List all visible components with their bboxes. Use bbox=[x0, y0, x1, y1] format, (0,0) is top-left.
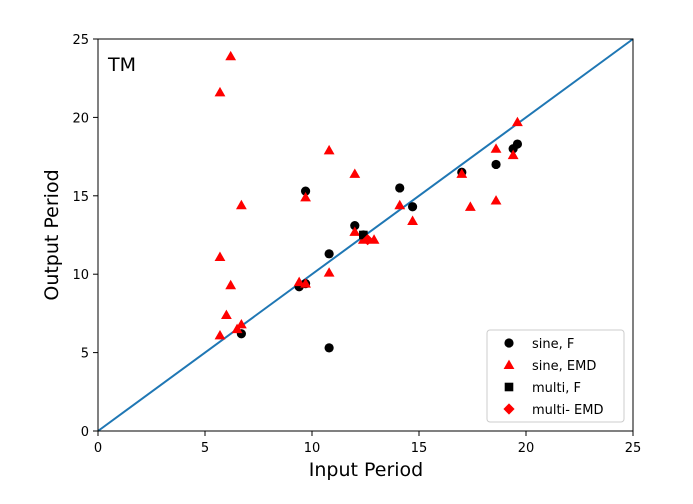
point-triangle-1-2 bbox=[235, 199, 247, 210]
point-triangle-1-15 bbox=[349, 226, 361, 236]
legend-box bbox=[486, 329, 625, 423]
plot-frame bbox=[97, 38, 634, 432]
point-triangle-1-3 bbox=[214, 251, 226, 262]
chart-annotation: TM bbox=[107, 54, 136, 76]
point-triangle-1-14 bbox=[349, 168, 361, 178]
legend-marker-square bbox=[504, 382, 514, 392]
point-triangle-1-6 bbox=[214, 329, 226, 340]
point-circle-0-3 bbox=[300, 186, 311, 196]
x-tick-label: 15 bbox=[411, 441, 428, 456]
x-axis-label: Input Period bbox=[309, 459, 423, 481]
point-triangle-1-0 bbox=[214, 86, 226, 97]
point-triangle-1-24 bbox=[507, 149, 519, 160]
point-triangle-1-21 bbox=[464, 201, 476, 211]
point-triangle-1-23 bbox=[490, 195, 502, 205]
point-square-2-0 bbox=[359, 230, 368, 240]
y-tick-label: 25 bbox=[72, 33, 89, 48]
legend-label: sine, F bbox=[532, 337, 574, 352]
point-triangle-1-11 bbox=[300, 191, 311, 202]
legend-marker-circle bbox=[504, 338, 514, 348]
x-tick-label: 20 bbox=[518, 441, 535, 456]
legend-label: multi- EMD bbox=[532, 403, 604, 418]
point-triangle-1-5 bbox=[221, 309, 232, 320]
y-tick-label: 10 bbox=[72, 268, 89, 283]
point-triangle-1-1 bbox=[225, 50, 237, 61]
x-tick-label: 25 bbox=[625, 441, 642, 456]
data-points-layer bbox=[214, 50, 523, 353]
y-tick-label: 5 bbox=[81, 347, 89, 362]
point-triangle-1-25 bbox=[512, 116, 523, 127]
point-triangle-1-10 bbox=[300, 278, 311, 288]
point-circle-0-8 bbox=[395, 183, 405, 193]
legend: sine, F sine, EMD multi, F multi- EMD bbox=[486, 329, 625, 423]
point-diamond-3-0 bbox=[362, 234, 374, 246]
y-axis-label: Output Period bbox=[41, 169, 63, 300]
point-triangle-1-22 bbox=[490, 143, 502, 153]
point-triangle-1-4 bbox=[225, 279, 237, 290]
legend-marker-diamond bbox=[503, 403, 515, 415]
point-triangle-1-13 bbox=[323, 267, 335, 277]
point-triangle-1-19 bbox=[407, 215, 418, 225]
point-circle-0-13 bbox=[512, 139, 523, 149]
y-tick-label: 0 bbox=[81, 425, 89, 440]
x-tick-label: 10 bbox=[304, 441, 321, 456]
x-tick-label: 5 bbox=[201, 441, 209, 456]
point-triangle-1-9 bbox=[293, 276, 305, 287]
y-tick-label: 15 bbox=[72, 190, 89, 205]
point-triangle-1-20 bbox=[456, 168, 468, 178]
tick-labels: 0 5 10 15 20 25 0 5 10 15 20 25 bbox=[72, 33, 641, 456]
legend-marker-triangle bbox=[503, 359, 515, 370]
legend-label: multi, F bbox=[532, 381, 581, 396]
point-circle-0-6 bbox=[350, 220, 360, 231]
y-tick-label: 20 bbox=[72, 111, 89, 126]
point-circle-0-4 bbox=[324, 249, 334, 259]
point-triangle-1-12 bbox=[323, 144, 335, 155]
point-triangle-1-18 bbox=[394, 199, 406, 210]
x-tick-label: 0 bbox=[94, 441, 102, 456]
axes bbox=[93, 38, 634, 436]
legend-label: sine, EMD bbox=[532, 359, 596, 374]
point-triangle-1-8 bbox=[235, 318, 247, 329]
point-circle-0-5 bbox=[324, 343, 334, 353]
point-circle-0-11 bbox=[491, 159, 501, 170]
point-circle-0-9 bbox=[407, 202, 418, 212]
